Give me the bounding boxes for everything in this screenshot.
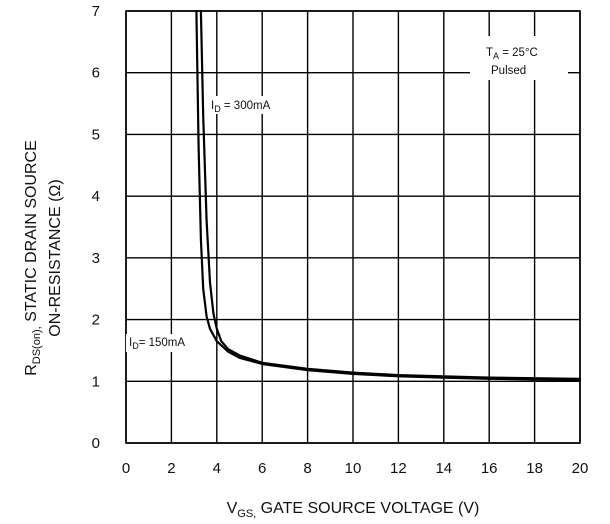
series-line-0 bbox=[195, 9, 582, 382]
y-tick-label-2: 2 bbox=[92, 312, 100, 329]
y-tick-label-6: 6 bbox=[92, 65, 100, 82]
x-tick-label-2: 4 bbox=[213, 460, 221, 477]
y-tick-label-3: 3 bbox=[92, 250, 100, 267]
x-tick-label-5: 10 bbox=[345, 460, 362, 477]
x-tick-label-9: 18 bbox=[526, 460, 543, 477]
y-ticks: 0 1 2 3 4 5 6 7 bbox=[92, 3, 100, 452]
y-axis-title-line1: RDS(on), STATIC DRAIN SOURCE bbox=[23, 140, 43, 376]
conditions-pulsed: Pulsed bbox=[491, 65, 526, 77]
series-lines bbox=[195, 9, 582, 382]
x-tick-label-3: 6 bbox=[258, 460, 266, 477]
x-tick-label-6: 12 bbox=[390, 460, 407, 477]
series-label-150ma: ID= 150mA bbox=[129, 337, 185, 351]
x-ticks: 0 2 4 6 8 10 12 14 16 18 20 bbox=[122, 460, 589, 477]
y-tick-label-5: 5 bbox=[92, 126, 100, 143]
x-axis-title: VGS, GATE SOURCE VOLTAGE (V) bbox=[227, 500, 480, 520]
x-tick-label-1: 2 bbox=[167, 460, 175, 477]
y-axis-title-line2: ON-RESISTANCE (Ω) bbox=[47, 179, 64, 336]
series-label-300ma: ID = 300mA bbox=[211, 100, 271, 114]
y-tick-label-1: 1 bbox=[92, 373, 100, 390]
y-tick-label-0: 0 bbox=[92, 435, 100, 452]
x-tick-label-0: 0 bbox=[122, 460, 130, 477]
series-label-150-bg bbox=[126, 334, 211, 352]
y-tick-label-7: 7 bbox=[92, 3, 100, 20]
plot-frame bbox=[125, 10, 581, 444]
y-tick-label-4: 4 bbox=[92, 188, 100, 205]
conditions-temp: TA = 25°C bbox=[486, 47, 538, 61]
x-tick-label-10: 20 bbox=[572, 460, 589, 477]
conditions-box bbox=[470, 36, 568, 80]
series-label-300-bg bbox=[209, 96, 297, 114]
x-tick-label-8: 16 bbox=[481, 460, 498, 477]
x-tick-label-4: 8 bbox=[303, 460, 311, 477]
series-line-1 bbox=[199, 9, 582, 380]
x-tick-label-7: 14 bbox=[435, 460, 452, 477]
